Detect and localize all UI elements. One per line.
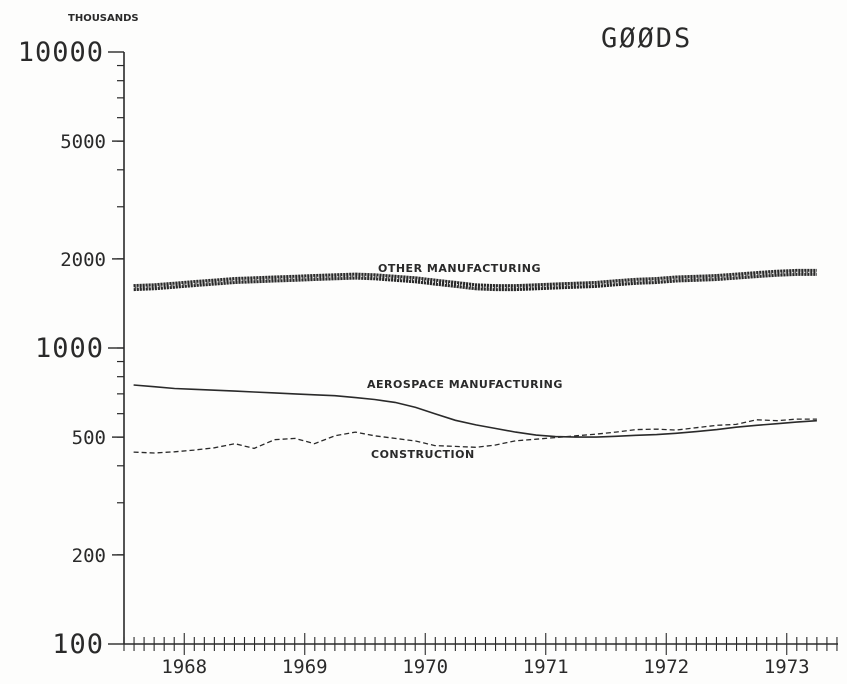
y-tick-label: 1000 (35, 333, 104, 364)
y-tick-label: 10000 (18, 37, 104, 68)
x-tick-label: 1971 (523, 656, 569, 678)
annotation-other-manufacturing: OTHER MANUFACTURING (378, 262, 541, 275)
y-tick-label: 500 (72, 427, 106, 449)
y-tick-label: 100 (52, 629, 104, 660)
y-axis-unit-label: THOUSANDS (68, 13, 139, 24)
x-tick-label: 1969 (282, 656, 328, 678)
chart-title: GØØDS (601, 23, 692, 54)
x-tick-label: 1972 (643, 656, 689, 678)
annotation-construction: CONSTRUCTION (371, 448, 475, 461)
x-tick-label: 1970 (402, 656, 448, 678)
y-axis: 100 200 500 1000 2000 5000 10000 (18, 37, 125, 660)
y-tick-label: 2000 (60, 249, 106, 271)
x-axis: 1968 1969 1970 1971 1972 1973 (123, 633, 838, 678)
x-tick-label: 1973 (764, 656, 810, 678)
y-tick-label: 5000 (60, 131, 106, 153)
series-line-other-manufacturing (133, 268, 817, 292)
annotation-aerospace-manufacturing: AEROSPACE MANUFACTURING (367, 378, 563, 391)
series-line-construction (133, 418, 817, 454)
x-tick-label: 1968 (161, 656, 207, 678)
y-tick-label: 200 (72, 545, 106, 567)
series-layer (133, 268, 817, 454)
series-line-aerospace-manufacturing (133, 384, 817, 438)
